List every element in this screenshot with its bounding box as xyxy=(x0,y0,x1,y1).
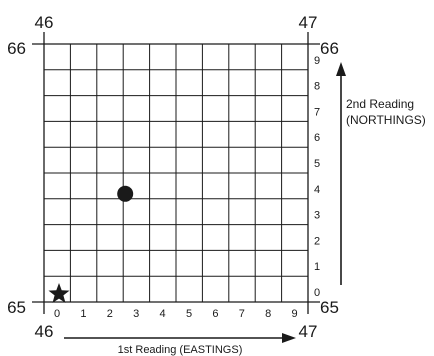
easting-digit-label: 7 xyxy=(239,308,245,320)
star-marker-icon xyxy=(48,283,70,303)
bottom-left-easting-label: 46 xyxy=(35,322,54,341)
easting-digit-label: 3 xyxy=(133,308,139,320)
northing-digit-label: 5 xyxy=(314,158,320,170)
easting-digit-label: 4 xyxy=(160,308,166,320)
northing-digit-label: 3 xyxy=(314,210,320,222)
bottom-right-easting-label: 47 xyxy=(299,322,318,341)
northing-digit-label: 7 xyxy=(314,106,320,118)
northing-digit-label: 1 xyxy=(314,261,320,273)
northings-arrow-head-icon xyxy=(336,62,346,76)
top-left-easting-label: 46 xyxy=(35,13,54,32)
northing-digit-label: 4 xyxy=(314,184,320,196)
easting-digit-label: 9 xyxy=(292,308,298,320)
easting-digit-label: 5 xyxy=(186,308,192,320)
dot-marker xyxy=(117,185,134,202)
northing-digit-label: 8 xyxy=(314,81,320,93)
northing-digit-label: 0 xyxy=(314,287,320,299)
easting-digit-label: 8 xyxy=(265,308,271,320)
right-bottom-northing-label: 65 xyxy=(320,298,339,317)
left-bottom-northing-label: 65 xyxy=(7,298,26,317)
northings-label-line2: (NORTHINGS) xyxy=(346,113,426,127)
left-top-northing-label: 66 xyxy=(7,39,26,58)
eastings-label: 1st Reading (EASTINGS) xyxy=(118,344,243,356)
northing-digit-label: 2 xyxy=(314,235,320,247)
northing-digit-label: 6 xyxy=(314,132,320,144)
grid-lines xyxy=(32,32,320,314)
top-right-easting-label: 47 xyxy=(299,13,318,32)
northing-digit-label: 9 xyxy=(314,55,320,67)
northing-digit-labels: 0 1 2 3 4 5 6 7 8 9 xyxy=(314,55,320,299)
easting-digit-label: 2 xyxy=(107,308,113,320)
northings-label-line1: 2nd Reading xyxy=(346,97,414,111)
easting-digit-label: 0 xyxy=(54,308,60,320)
eastings-arrow-head-icon xyxy=(282,333,296,343)
easting-digit-labels: 0 1 2 3 4 5 6 7 8 9 xyxy=(54,308,298,320)
right-top-northing-label: 66 xyxy=(320,39,339,58)
easting-digit-label: 6 xyxy=(212,308,218,320)
easting-digit-label: 1 xyxy=(80,308,86,320)
